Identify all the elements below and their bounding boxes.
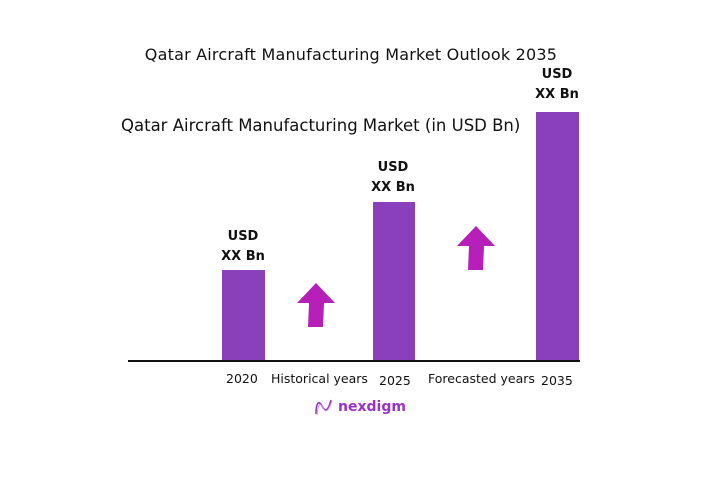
data-label-currency: USD (227, 229, 259, 244)
data-label-value: XX Bn (371, 180, 415, 195)
data-label-currency: USD (377, 160, 409, 175)
bar-2035 (536, 112, 579, 361)
data-label-value: XX Bn (535, 87, 579, 102)
up-arrow-icon (457, 226, 495, 270)
nexdigm-logo-icon (315, 399, 333, 416)
x-tick-label-2035: 2035 (541, 373, 573, 388)
period-label-forecasted: Forecasted years (428, 371, 535, 386)
data-label-2025: USD XX Bn (353, 158, 433, 198)
brand-name: nexdigm (338, 399, 406, 415)
up-arrow-icon (297, 283, 335, 327)
nexdigm-logo: nexdigm (314, 398, 406, 416)
period-label-historical: Historical years (271, 371, 368, 386)
x-axis-line (128, 360, 580, 362)
data-label-currency: USD (541, 67, 573, 82)
chart-title: Qatar Aircraft Manufacturing Market Outl… (144, 45, 558, 64)
x-tick-label-2025: 2025 (379, 373, 411, 388)
chart-subtitle: Qatar Aircraft Manufacturing Market (in … (121, 116, 521, 135)
x-tick-label-2020: 2020 (226, 371, 258, 386)
data-label-2035: USD XX Bn (517, 65, 597, 105)
data-label-value: XX Bn (221, 249, 265, 264)
data-label-2020: USD XX Bn (203, 227, 283, 267)
bar-2025 (373, 202, 415, 361)
bar-2020 (222, 270, 265, 361)
